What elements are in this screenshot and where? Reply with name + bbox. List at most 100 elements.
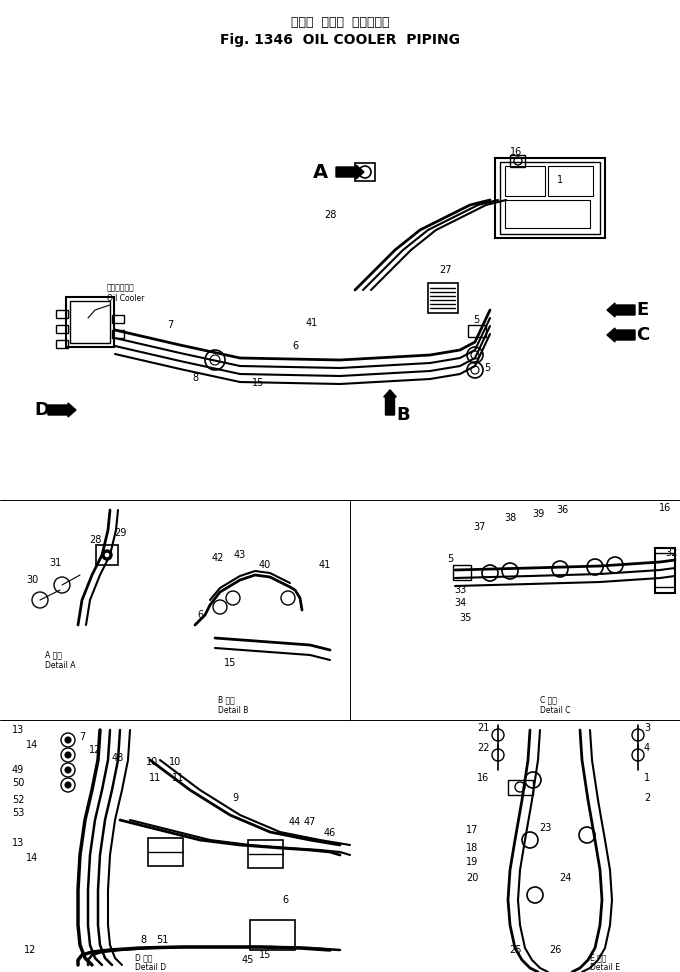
Text: 7: 7 bbox=[79, 732, 85, 742]
Text: 49: 49 bbox=[12, 765, 24, 775]
Text: C 図面: C 図面 bbox=[540, 696, 557, 705]
Text: 47: 47 bbox=[304, 817, 316, 827]
Bar bbox=[148, 838, 183, 866]
Circle shape bbox=[65, 767, 71, 773]
Text: 8: 8 bbox=[192, 373, 198, 383]
Text: 12: 12 bbox=[89, 745, 101, 755]
Text: 10: 10 bbox=[169, 757, 181, 767]
Text: 15: 15 bbox=[259, 950, 271, 960]
Bar bbox=[56, 340, 68, 348]
Circle shape bbox=[102, 550, 112, 560]
Bar bbox=[355, 163, 375, 181]
Text: 40: 40 bbox=[259, 560, 271, 570]
Bar bbox=[510, 155, 525, 167]
Bar bbox=[428, 283, 458, 313]
Text: 15: 15 bbox=[224, 658, 236, 668]
Text: A 図面: A 図面 bbox=[45, 650, 62, 659]
Text: 25: 25 bbox=[509, 945, 522, 955]
Text: 13: 13 bbox=[12, 725, 24, 735]
Text: 6: 6 bbox=[292, 341, 298, 351]
Text: オイル  クーラ  パイピング: オイル クーラ パイピング bbox=[291, 16, 389, 28]
Text: Detail D: Detail D bbox=[135, 962, 166, 971]
Text: 38: 38 bbox=[504, 513, 516, 523]
Text: 24: 24 bbox=[559, 873, 571, 883]
FancyArrow shape bbox=[48, 403, 76, 417]
Bar bbox=[453, 565, 471, 580]
Text: Detail C: Detail C bbox=[540, 706, 571, 714]
Bar bbox=[112, 315, 124, 323]
Text: 10: 10 bbox=[146, 757, 158, 767]
Text: 8: 8 bbox=[140, 935, 146, 945]
Text: オイルクーラ: オイルクーラ bbox=[107, 284, 135, 293]
Text: Oil Cooler: Oil Cooler bbox=[107, 294, 144, 302]
Text: 7: 7 bbox=[167, 320, 173, 330]
Text: 16: 16 bbox=[477, 773, 489, 783]
Text: 28: 28 bbox=[89, 535, 101, 545]
Text: Detail E: Detail E bbox=[590, 962, 620, 971]
Text: 41: 41 bbox=[319, 560, 331, 570]
Text: 44: 44 bbox=[289, 817, 301, 827]
Text: 39: 39 bbox=[532, 509, 544, 519]
Bar bbox=[495, 158, 605, 238]
Bar bbox=[655, 548, 675, 593]
Bar bbox=[500, 162, 600, 234]
Text: 48: 48 bbox=[112, 753, 124, 763]
Text: B: B bbox=[396, 406, 410, 424]
Text: 34: 34 bbox=[454, 598, 466, 608]
Circle shape bbox=[65, 737, 71, 743]
Bar bbox=[56, 310, 68, 318]
Text: C: C bbox=[636, 326, 649, 344]
Circle shape bbox=[104, 552, 110, 558]
Text: Fig. 1346  OIL COOLER  PIPING: Fig. 1346 OIL COOLER PIPING bbox=[220, 33, 460, 47]
Text: 9: 9 bbox=[232, 793, 238, 803]
Text: 30: 30 bbox=[26, 575, 38, 585]
Text: 45: 45 bbox=[242, 955, 254, 965]
Text: 43: 43 bbox=[234, 550, 246, 560]
Text: 14: 14 bbox=[26, 853, 38, 863]
Text: 21: 21 bbox=[477, 723, 489, 733]
Text: 37: 37 bbox=[474, 522, 486, 532]
Bar bbox=[248, 840, 283, 868]
Text: 35: 35 bbox=[459, 613, 471, 623]
Text: 27: 27 bbox=[439, 265, 452, 275]
Circle shape bbox=[65, 782, 71, 788]
Text: D: D bbox=[35, 401, 50, 419]
Bar bbox=[66, 297, 114, 347]
Text: 50: 50 bbox=[12, 778, 24, 788]
Text: 22: 22 bbox=[477, 743, 489, 753]
Text: E 図面: E 図面 bbox=[590, 954, 607, 962]
Text: E: E bbox=[637, 301, 649, 319]
Text: 11: 11 bbox=[149, 773, 161, 783]
Bar bbox=[112, 330, 124, 338]
FancyArrow shape bbox=[607, 303, 635, 317]
Bar bbox=[505, 166, 545, 196]
Text: 20: 20 bbox=[466, 873, 478, 883]
Text: 6: 6 bbox=[197, 610, 203, 620]
Text: 5: 5 bbox=[473, 315, 479, 325]
FancyArrow shape bbox=[607, 328, 635, 342]
FancyArrow shape bbox=[336, 165, 364, 179]
Text: 53: 53 bbox=[12, 808, 24, 818]
Text: 5: 5 bbox=[447, 554, 453, 564]
Text: 1: 1 bbox=[557, 175, 563, 185]
Text: 13: 13 bbox=[12, 838, 24, 848]
Text: 11: 11 bbox=[172, 773, 184, 783]
Text: B 図面: B 図面 bbox=[218, 696, 235, 705]
Text: 1: 1 bbox=[644, 773, 650, 783]
Text: 19: 19 bbox=[466, 857, 478, 867]
Text: 16: 16 bbox=[510, 147, 522, 157]
Text: 15: 15 bbox=[252, 378, 265, 388]
Text: 41: 41 bbox=[306, 318, 318, 328]
Text: 17: 17 bbox=[466, 825, 478, 835]
Circle shape bbox=[65, 752, 71, 758]
Bar bbox=[56, 325, 68, 333]
Text: 6: 6 bbox=[282, 895, 288, 905]
Text: 26: 26 bbox=[549, 945, 561, 955]
Text: 29: 29 bbox=[114, 528, 126, 538]
Text: 28: 28 bbox=[324, 210, 336, 220]
Text: 12: 12 bbox=[24, 945, 36, 955]
Text: 51: 51 bbox=[156, 935, 168, 945]
Text: Detail B: Detail B bbox=[218, 706, 248, 714]
Text: 52: 52 bbox=[12, 795, 24, 805]
Bar bbox=[508, 780, 533, 795]
